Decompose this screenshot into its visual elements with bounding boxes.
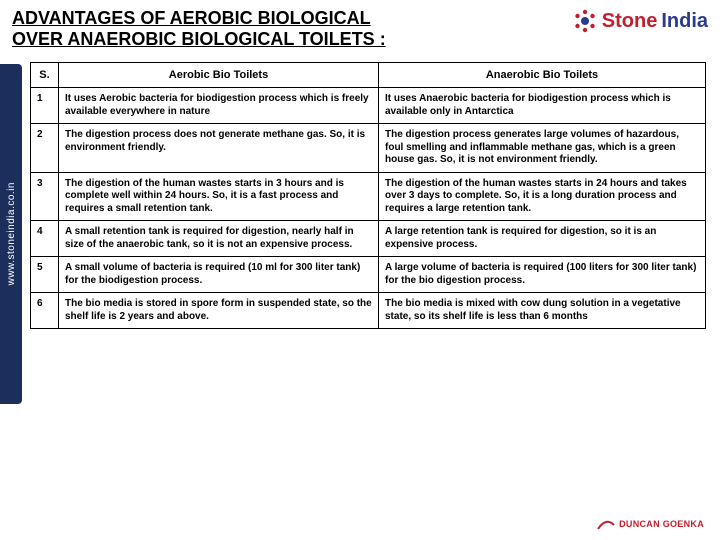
page-title: ADVANTAGES OF AEROBIC BIOLOGICAL OVER AN… bbox=[12, 8, 572, 49]
header-row: ADVANTAGES OF AEROBIC BIOLOGICAL OVER AN… bbox=[0, 0, 720, 49]
table-row: 5 A small volume of bacteria is required… bbox=[31, 257, 706, 293]
sidebar-url-text: www.stoneindia.co.in bbox=[6, 182, 17, 285]
col-header-aerobic: Aerobic Bio Toilets bbox=[59, 63, 379, 88]
title-line-2: OVER ANAEROBIC BIOLOGICAL TOILETS : bbox=[12, 29, 386, 49]
cell-aerobic: The digestion process does not generate … bbox=[59, 124, 379, 173]
cell-sn: 5 bbox=[31, 257, 59, 293]
table-row: 6 The bio media is stored in spore form … bbox=[31, 293, 706, 329]
title-block: ADVANTAGES OF AEROBIC BIOLOGICAL OVER AN… bbox=[12, 8, 572, 49]
table-row: 1 It uses Aerobic bacteria for biodigest… bbox=[31, 88, 706, 124]
cell-aerobic: The bio media is stored in spore form in… bbox=[59, 293, 379, 329]
logo-text-stone: Stone bbox=[602, 10, 658, 33]
cell-aerobic: It uses Aerobic bacteria for biodigestio… bbox=[59, 88, 379, 124]
table-header-row: S. Aerobic Bio Toilets Anaerobic Bio Toi… bbox=[31, 63, 706, 88]
cell-aerobic: A small retention tank is required for d… bbox=[59, 221, 379, 257]
col-header-anaerobic: Anaerobic Bio Toilets bbox=[379, 63, 706, 88]
cell-anaerobic: The digestion of the human wastes starts… bbox=[379, 172, 706, 221]
cell-sn: 3 bbox=[31, 172, 59, 221]
cell-sn: 6 bbox=[31, 293, 59, 329]
comparison-table-wrap: S. Aerobic Bio Toilets Anaerobic Bio Toi… bbox=[30, 62, 706, 492]
stone-india-icon bbox=[572, 8, 598, 34]
cell-sn: 4 bbox=[31, 221, 59, 257]
cell-sn: 2 bbox=[31, 124, 59, 173]
cell-anaerobic: It uses Anaerobic bacteria for biodigest… bbox=[379, 88, 706, 124]
comparison-table: S. Aerobic Bio Toilets Anaerobic Bio Toi… bbox=[30, 62, 706, 329]
col-header-sn: S. bbox=[31, 63, 59, 88]
footer-brand-text: DUNCAN GOENKA bbox=[619, 519, 704, 529]
title-line-1: ADVANTAGES OF AEROBIC BIOLOGICAL bbox=[12, 8, 371, 28]
cell-anaerobic: The digestion process generates large vo… bbox=[379, 124, 706, 173]
duncan-goenka-icon bbox=[597, 518, 615, 530]
slide: ADVANTAGES OF AEROBIC BIOLOGICAL OVER AN… bbox=[0, 0, 720, 540]
stone-india-logo: Stone India bbox=[572, 8, 708, 34]
footer-logo: DUNCAN GOENKA bbox=[597, 518, 704, 530]
table-row: 4 A small retention tank is required for… bbox=[31, 221, 706, 257]
table-row: 3 The digestion of the human wastes star… bbox=[31, 172, 706, 221]
cell-aerobic: The digestion of the human wastes starts… bbox=[59, 172, 379, 221]
table-row: 2 The digestion process does not generat… bbox=[31, 124, 706, 173]
sidebar-url-tab: www.stoneindia.co.in bbox=[0, 64, 22, 404]
logo-text-india: India bbox=[661, 10, 708, 33]
cell-anaerobic: A large volume of bacteria is required (… bbox=[379, 257, 706, 293]
cell-anaerobic: The bio media is mixed with cow dung sol… bbox=[379, 293, 706, 329]
cell-sn: 1 bbox=[31, 88, 59, 124]
cell-aerobic: A small volume of bacteria is required (… bbox=[59, 257, 379, 293]
cell-anaerobic: A large retention tank is required for d… bbox=[379, 221, 706, 257]
